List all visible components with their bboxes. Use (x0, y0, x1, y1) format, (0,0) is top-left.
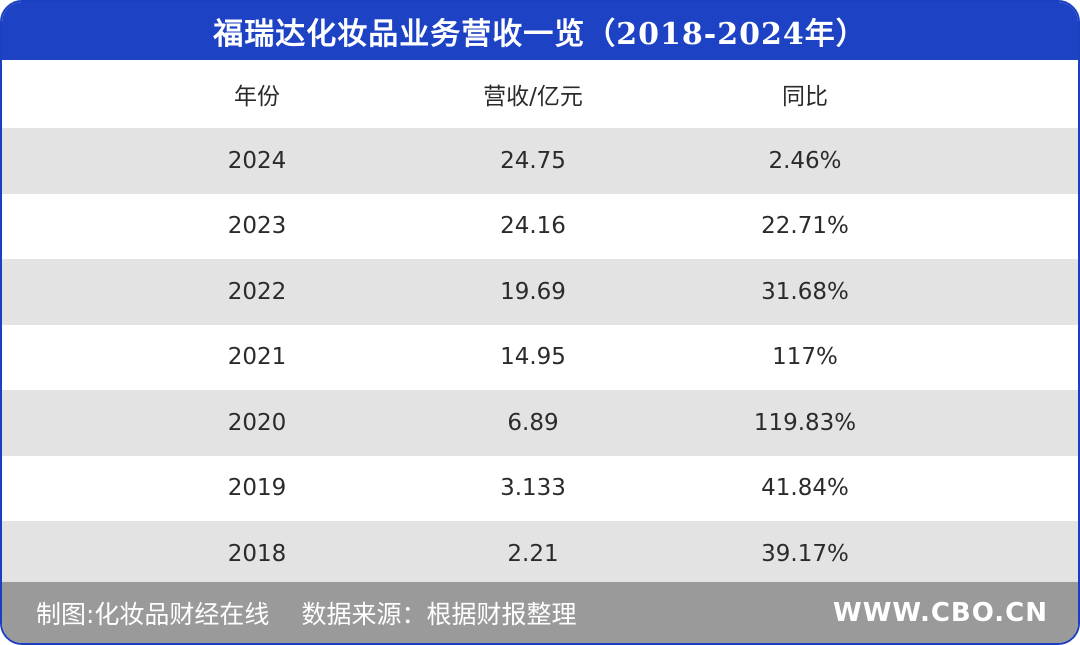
year-cell: 2021 (227, 344, 287, 371)
yoy-cell: 22.71% (761, 213, 849, 240)
table-title: 福瑞达化妆品业务营收一览（2018-2024年） (2, 2, 1078, 60)
table-row: 2023 24.16 22.71% (2, 194, 1078, 260)
footer-bar: 制图:化妆品财经在线 数据来源：根据财报整理 WWW.CBO.CN (2, 582, 1078, 643)
yoy-cell: 119.83% (753, 409, 857, 436)
year-cell: 2018 (227, 540, 287, 567)
footer-maker: 制图:化妆品财经在线 (36, 599, 270, 629)
header-revenue: 营收/亿元 (483, 84, 583, 110)
data-table: 年份 营收/亿元 同比 2024 24.75 2.46% 2023 24.16 … (2, 60, 1078, 587)
yoy-cell: 31.68% (761, 278, 849, 305)
header-year: 年份 (234, 84, 280, 110)
year-cell: 2024 (227, 147, 287, 174)
revenue-cell: 19.69 (500, 278, 566, 305)
revenue-cell: 3.133 (500, 475, 566, 502)
yoy-cell: 39.17% (761, 540, 849, 567)
revenue-cell: 2.21 (507, 540, 559, 567)
table-row: 2019 3.133 41.84% (2, 456, 1078, 522)
year-cell: 2022 (227, 278, 287, 305)
header-yoy: 同比 (782, 84, 828, 110)
footer-credits: 制图:化妆品财经在线 数据来源：根据财报整理 (36, 595, 608, 631)
table-header-row: 年份 营收/亿元 同比 (2, 60, 1078, 128)
yoy-cell: 41.84% (761, 475, 849, 502)
footer-site: WWW.CBO.CN (833, 597, 1048, 628)
yoy-cell: 117% (772, 344, 838, 371)
yoy-cell: 2.46% (768, 147, 842, 174)
revenue-cell: 6.89 (507, 409, 559, 436)
footer-source: 数据来源：根据财报整理 (301, 599, 577, 629)
year-cell: 2019 (227, 475, 287, 502)
table-row: 2022 19.69 31.68% (2, 259, 1078, 325)
table-row: 2021 14.95 117% (2, 325, 1078, 391)
table-row: 2018 2.21 39.17% (2, 521, 1078, 587)
year-cell: 2023 (227, 213, 287, 240)
revenue-cell: 14.95 (500, 344, 566, 371)
revenue-cell: 24.16 (500, 213, 566, 240)
table-row: 2024 24.75 2.46% (2, 128, 1078, 194)
table-row: 2020 6.89 119.83% (2, 390, 1078, 456)
revenue-cell: 24.75 (500, 147, 566, 174)
year-cell: 2020 (227, 409, 287, 436)
